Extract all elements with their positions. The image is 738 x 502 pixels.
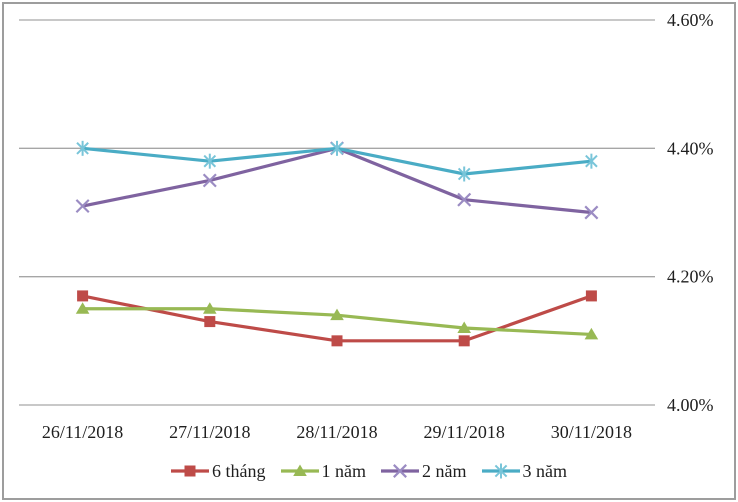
asterisk-marker-icon [330,140,344,156]
legend-item-3-nam: 3 năm [481,461,568,481]
square-marker-icon [331,335,343,347]
asterisk-marker-icon [585,153,598,169]
asterisk-marker-icon [76,140,89,156]
series-6-thang [77,290,597,347]
triangle-marker-icon [584,327,599,340]
legend-marker [481,463,520,479]
asterisk-marker-icon [494,463,507,479]
x-axis-tick-label: 28/11/2018 [296,422,377,442]
x-marker-icon [202,173,217,188]
x-marker-icon [75,199,90,214]
square-marker-icon [77,290,89,302]
triangle-marker-icon [330,308,344,321]
x-axis-tick-label: 27/11/2018 [169,422,250,442]
square-marker-icon [204,316,216,328]
square-marker-icon [585,290,597,302]
line-chart-plot: 4.00% 4.20% 4.40% 4.60% 26/11/2018 27/11/2018… [19,10,714,442]
x-marker-icon [457,192,472,207]
series-3-nam [76,140,598,182]
x-axis-tick-label: 26/11/2018 [42,422,123,442]
legend-item-6-thang: 6 tháng [171,462,266,480]
asterisk-marker-icon [457,166,471,182]
triangle-marker-icon [75,302,90,314]
y-axis-tick-label: 4.40% [667,138,714,158]
triangle-marker-icon [292,464,307,476]
triangle-marker-icon [203,302,217,314]
legend-label: 6 tháng [212,461,266,481]
triangle-marker-icon [457,321,471,333]
series-line [82,146,592,215]
legend-label: 3 năm [522,461,568,481]
x-marker-icon [393,464,407,478]
square-marker-icon [458,335,470,347]
legend-item-2-nam: 2 năm [381,462,467,480]
x-axis-tick-label: 29/11/2018 [424,422,505,442]
legend-marker [171,465,209,477]
series-1-nam [75,302,599,340]
legend-item-1-nam: 1 năm [280,461,367,481]
legend-label: 2 năm [422,461,467,481]
square-marker-icon [184,465,196,477]
x-axis-tick-label: 30/11/2018 [551,422,632,442]
legend-marker [280,464,319,476]
chart-legend: 6 tháng 1 năm 2 năm 3 năm [0,456,738,486]
y-axis-tick-label: 4.60% [667,10,714,30]
y-axis-tick-label: 4.20% [667,267,714,287]
asterisk-marker-icon [203,153,217,169]
legend-marker [381,464,419,478]
x-marker-icon [584,205,599,220]
y-axis-tick-label: 4.00% [667,395,714,415]
legend-label: 1 năm [321,461,367,481]
